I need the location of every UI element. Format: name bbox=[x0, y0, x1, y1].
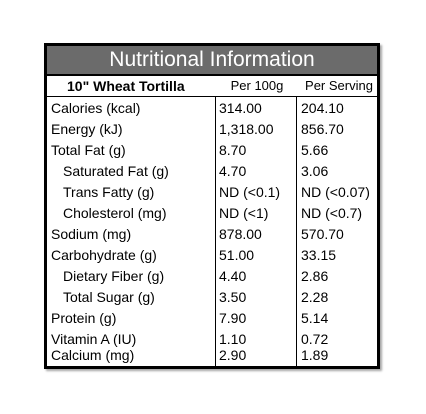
value-per-100g: 1.10 bbox=[219, 331, 247, 347]
column-header-per-serving: Per Serving bbox=[305, 78, 373, 93]
value-per-serving: 0.72 bbox=[301, 331, 329, 347]
nutrient-label: Cholesterol (mg) bbox=[63, 205, 167, 221]
value-per-100g: 4.40 bbox=[219, 268, 247, 284]
column-divider bbox=[215, 97, 216, 366]
value-per-100g: 4.70 bbox=[219, 163, 247, 179]
value-per-100g: 51.00 bbox=[219, 247, 255, 263]
nutrient-label: Sodium (mg) bbox=[51, 226, 132, 242]
nutrient-label: Saturated Fat (g) bbox=[63, 163, 169, 179]
value-per-100g: 3.50 bbox=[219, 289, 247, 305]
column-header-per-100g: Per 100g bbox=[230, 78, 284, 93]
nutrient-label: Protein (g) bbox=[51, 310, 117, 326]
value-per-serving: 2.28 bbox=[301, 289, 329, 305]
value-per-serving: ND (<0.7) bbox=[301, 205, 363, 221]
nutrient-label: Total Fat (g) bbox=[51, 142, 126, 158]
value-per-100g: 2.90 bbox=[219, 347, 247, 363]
value-per-100g: 1,318.00 bbox=[219, 121, 274, 137]
value-per-100g: ND (<0.1) bbox=[219, 184, 281, 200]
value-per-serving: 2.86 bbox=[301, 268, 329, 284]
nutrient-label: Calories (kcal) bbox=[51, 100, 141, 116]
value-per-serving: 33.15 bbox=[301, 247, 337, 263]
value-per-100g: 878.00 bbox=[219, 226, 262, 242]
nutrient-label: Vitamin A (IU) bbox=[51, 331, 137, 347]
value-per-serving: ND (<0.07) bbox=[301, 184, 370, 200]
nutrient-label: Carbohydrate (g) bbox=[51, 247, 157, 263]
nutrition-table: Calories (kcal) 314.00 204.10 Energy (kJ) 1,… bbox=[47, 97, 377, 366]
value-per-100g: ND (<1) bbox=[219, 205, 269, 221]
nutrient-label: Energy (kJ) bbox=[51, 121, 123, 137]
column-divider bbox=[296, 97, 297, 366]
nutrient-label: Dietary Fiber (g) bbox=[63, 268, 165, 284]
nutrient-label: Total Sugar (g) bbox=[63, 289, 155, 305]
value-per-serving: 5.66 bbox=[301, 142, 329, 158]
value-per-serving: 5.14 bbox=[301, 310, 329, 326]
value-per-100g: 7.90 bbox=[219, 310, 247, 326]
value-per-serving: 3.06 bbox=[301, 163, 329, 179]
nutrient-label: Trans Fatty (g) bbox=[63, 184, 155, 200]
value-per-100g: 314.00 bbox=[219, 100, 262, 116]
nutrition-panel: Nutritional Information 10" Wheat Tortil… bbox=[44, 43, 380, 369]
value-per-serving: 204.10 bbox=[301, 100, 344, 116]
value-per-serving: 1.89 bbox=[301, 347, 329, 363]
table-header: 10" Wheat Tortilla Per 100g Per Serving bbox=[47, 76, 377, 97]
nutrient-label: Calcium (mg) bbox=[51, 347, 135, 363]
product-name: 10" Wheat Tortilla bbox=[67, 78, 185, 94]
value-per-serving: 856.70 bbox=[301, 121, 344, 137]
value-per-100g: 8.70 bbox=[219, 142, 247, 158]
value-per-serving: 570.70 bbox=[301, 226, 344, 242]
panel-title: Nutritional Information bbox=[47, 46, 377, 76]
